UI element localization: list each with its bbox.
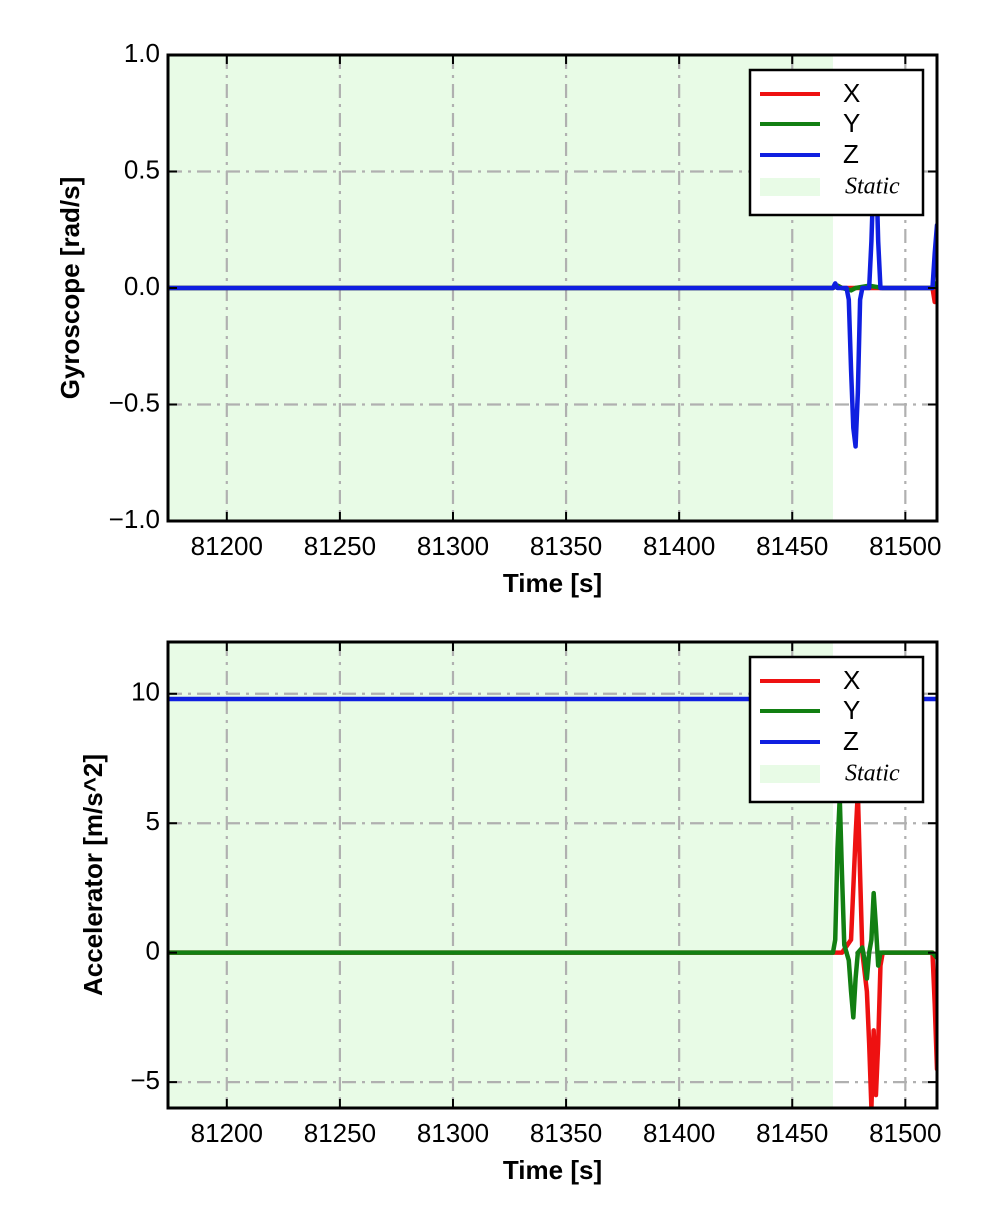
gyro-legend-static-swatch <box>760 178 820 196</box>
accel-xtick-label: 81200 <box>191 1118 263 1148</box>
gyro-xtick-label: 81400 <box>643 531 715 561</box>
accel-legend-label-x: X <box>843 665 860 695</box>
gyro-ylabel: Gyroscope [rad/s] <box>55 177 85 400</box>
accel-legend-label-z: Z <box>843 726 859 756</box>
gyro-ytick-label: 0.5 <box>124 154 160 184</box>
accel-ytick-label: 0 <box>146 936 160 966</box>
accel-axes-frame <box>166 640 939 1110</box>
gyro-xtick-label: 81300 <box>417 531 489 561</box>
gyro-ytick-label: −1.0 <box>109 504 160 534</box>
accel-xtick-label: 81350 <box>530 1118 602 1148</box>
accel-ytick-label: −5 <box>130 1065 160 1095</box>
gyro-legend-label-static: Static <box>845 174 900 200</box>
gyro-panel: 81200 81250 81300 81350 81400 81450 81500 −1.0 −… <box>55 38 942 598</box>
gyro-legend-label-z: Z <box>843 139 859 169</box>
gyro-ytick-label: 1.0 <box>124 38 160 68</box>
gyro-xlabel: Time [s] <box>503 568 602 598</box>
accel-ytick-label: 10 <box>131 677 160 707</box>
accel-xtick-label: 81400 <box>643 1118 715 1148</box>
gyro-xtick-label: 81450 <box>756 531 828 561</box>
accel-static-region <box>168 642 833 1108</box>
accel-xtick-label: 81450 <box>756 1118 828 1148</box>
accel-legend: XYZ Static <box>748 655 925 804</box>
gyro-ytick-label: −0.5 <box>109 387 160 417</box>
gyro-ytick-label: 0.0 <box>124 271 160 301</box>
accel-xlabel: Time [s] <box>503 1155 602 1185</box>
gyro-legend: XYZ Static <box>748 68 925 217</box>
accel-legend-label-static: Static <box>845 761 900 787</box>
accel-xtick-label: 81250 <box>304 1118 376 1148</box>
gyro-xtick-label: 81250 <box>304 531 376 561</box>
gyro-xtick-label: 81350 <box>530 531 602 561</box>
accel-panel: 81200 81250 81300 81350 81400 81450 81500 −5 0 5 1… <box>78 640 941 1185</box>
accel-legend-label-y: Y <box>843 695 860 725</box>
gyro-xtick-label: 81500 <box>869 531 941 561</box>
gyro-series-z <box>168 157 937 449</box>
gyro-xtick-label: 81200 <box>191 531 263 561</box>
accel-legend-static-swatch <box>760 765 820 783</box>
accel-xtick-label: 81500 <box>869 1118 941 1148</box>
accel-ylabel: Accelerator [m/s^2] <box>78 754 108 996</box>
gyro-legend-label-x: X <box>843 78 860 108</box>
accel-ytick-label: 5 <box>146 806 160 836</box>
accel-xtick-label: 81300 <box>417 1118 489 1148</box>
gyro-legend-label-y: Y <box>843 108 860 138</box>
